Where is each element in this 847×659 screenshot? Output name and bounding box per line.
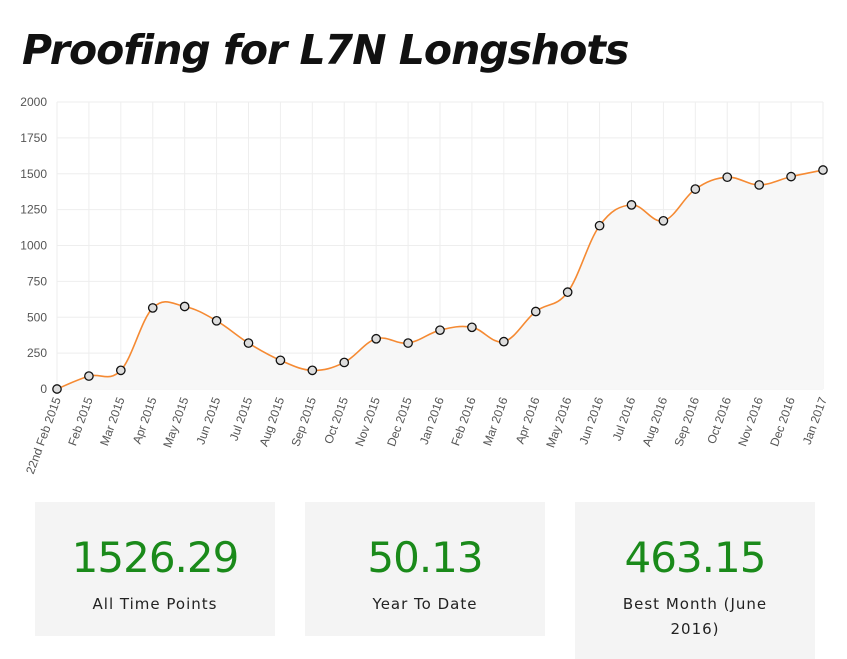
x-tick-label: Jan 2016: [417, 395, 447, 446]
stat-value: 463.15: [624, 533, 767, 582]
x-tick-label: Jun 2016: [576, 395, 606, 446]
x-tick-label: Aug 2015: [257, 395, 288, 448]
data-point[interactable]: [690, 184, 701, 194]
data-point[interactable]: [530, 306, 541, 317]
data-point[interactable]: [339, 357, 350, 368]
x-tick-label: May 2015: [160, 395, 191, 450]
x-tick-label: Nov 2016: [735, 395, 766, 448]
stat-card-year-to-date: 50.13 Year To Date: [305, 502, 545, 636]
series-area: [57, 170, 823, 389]
data-point[interactable]: [307, 365, 318, 376]
x-tick-label: Jul 2015: [227, 395, 256, 443]
y-axis-ticks: 0 250 500 750 1000 1250 1500 1750 2000: [20, 95, 47, 396]
x-tick-label: Dec 2015: [384, 395, 415, 448]
y-tick-label: 1000: [20, 239, 47, 253]
x-tick-label: Jun 2015: [193, 395, 223, 446]
stat-label: Year To Date: [372, 595, 478, 613]
stat-card-all-time: 1526.29 All Time Points: [35, 502, 275, 636]
data-point[interactable]: [658, 215, 669, 226]
stat-value: 50.13: [367, 533, 483, 582]
y-tick-label: 2000: [20, 95, 47, 109]
data-point[interactable]: [722, 172, 733, 183]
x-tick-label: Oct 2016: [704, 395, 734, 446]
data-point[interactable]: [754, 180, 765, 190]
data-point[interactable]: [179, 301, 190, 312]
data-point[interactable]: [403, 338, 413, 348]
data-point[interactable]: [243, 338, 254, 348]
data-point[interactable]: [786, 171, 796, 182]
x-tick-label: Jul 2016: [610, 395, 639, 443]
x-tick-label: Aug 2016: [640, 395, 671, 448]
data-point[interactable]: [52, 384, 62, 394]
y-tick-label: 1250: [20, 203, 47, 217]
point-layer: [52, 165, 828, 394]
data-point[interactable]: [818, 165, 828, 175]
y-tick-label: 500: [27, 310, 47, 324]
y-tick-label: 750: [27, 274, 47, 288]
stat-value: 1526.29: [71, 533, 240, 582]
y-tick-label: 250: [27, 346, 47, 360]
x-tick-label: 22nd Feb 2015: [23, 395, 64, 476]
x-tick-label: Feb 2015: [65, 395, 96, 448]
data-point[interactable]: [435, 325, 445, 336]
x-tick-label: Sep 2015: [288, 395, 319, 448]
data-point[interactable]: [211, 315, 222, 326]
data-point[interactable]: [594, 220, 605, 231]
data-point[interactable]: [84, 371, 94, 381]
data-point[interactable]: [147, 303, 158, 313]
x-tick-label: Apr 2016: [513, 395, 543, 446]
x-tick-label: Nov 2015: [352, 395, 383, 448]
stat-label: Best Month (June 2016): [622, 595, 768, 638]
x-axis-ticks: 22nd Feb 2015 Feb 2015 Mar 2015 Apr 2015 May…: [23, 395, 830, 476]
x-tick-label: Dec 2016: [767, 395, 798, 448]
x-tick-label: Sep 2016: [671, 395, 702, 448]
x-tick-label: Feb 2016: [448, 395, 479, 448]
data-point[interactable]: [626, 200, 637, 210]
data-point[interactable]: [275, 355, 286, 366]
data-point[interactable]: [467, 322, 477, 333]
data-point[interactable]: [498, 336, 509, 347]
x-tick-label: Mar 2016: [480, 395, 511, 448]
area-layer: [57, 170, 823, 389]
page-title: Proofing for L7N Longshots: [22, 26, 629, 74]
y-tick-label: 1500: [20, 167, 47, 181]
data-point[interactable]: [562, 287, 573, 297]
x-tick-label: Oct 2015: [321, 395, 351, 446]
y-tick-label: 0: [40, 382, 47, 396]
data-point[interactable]: [371, 333, 382, 344]
x-tick-label: Mar 2015: [97, 395, 128, 448]
data-point[interactable]: [115, 365, 126, 376]
stat-label: All Time Points: [92, 595, 218, 613]
points-chart: 0 250 500 750 1000 1250 1500 1750 2000 22nd Feb …: [20, 95, 830, 476]
stat-card-best-month: 463.15 Best Month (June 2016): [575, 502, 815, 659]
x-tick-label: Apr 2015: [130, 395, 160, 446]
y-tick-label: 1750: [20, 131, 47, 145]
x-tick-label: Jan 2017: [800, 395, 830, 446]
x-tick-label: May 2016: [543, 395, 574, 450]
